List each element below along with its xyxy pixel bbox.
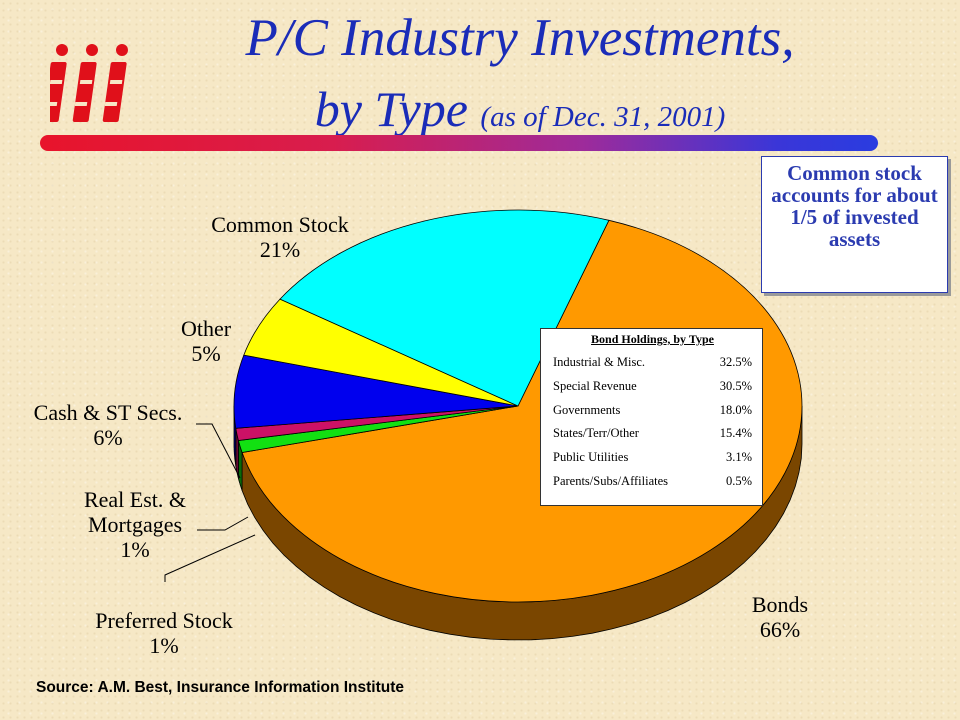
label-other-name: Other [180, 316, 232, 341]
label-bonds-name: Bonds [751, 592, 809, 617]
bond-row: Parents/Subs/Affiliates 0.5% [553, 474, 752, 498]
bond-row-value: 30.5% [719, 378, 752, 393]
leader-cash [196, 423, 241, 479]
label-real-estate-name2: Mortgages [87, 512, 183, 537]
label-preferred: Preferred Stock 1% [78, 608, 250, 658]
bond-row-label: Public Utilities [553, 450, 629, 465]
bond-holdings-title: Bond Holdings, by Type [591, 332, 714, 346]
bond-row-label: Industrial & Misc. [553, 355, 646, 369]
label-cash-pct: 6% [93, 425, 123, 450]
bond-row-label: States/Terr/Other [553, 426, 639, 441]
bond-row: Governments 18.0% [553, 403, 752, 427]
label-real-estate: Real Est. & Mortgages 1% [70, 487, 200, 562]
pie-tops [233, 209, 803, 603]
pie-slice-common-stock [279, 209, 610, 407]
label-other-pct: 5% [191, 341, 221, 366]
label-common-stock: Common Stock 21% [196, 212, 364, 262]
chart-title-date: (as of Dec. 31, 2001) [480, 101, 726, 133]
label-bonds-pct: 66% [759, 617, 801, 642]
label-bonds: Bonds 66% [730, 592, 830, 642]
label-preferred-name: Preferred Stock [95, 608, 233, 633]
bond-row-value: 18.0% [719, 402, 752, 417]
source-note: Source: A.M. Best, Insurance Information… [36, 679, 405, 696]
bond-row-value: 0.5% [725, 473, 752, 488]
bond-row-label: Governments [553, 402, 621, 417]
label-real-estate-pct: 1% [120, 537, 150, 562]
leader-lines [164, 423, 256, 582]
label-other: Other 5% [160, 316, 252, 366]
iii-logo [50, 44, 128, 122]
leader-preferred [164, 534, 256, 582]
label-preferred-pct: 1% [149, 633, 179, 658]
label-cash-name: Cash & ST Secs. [33, 400, 183, 425]
bond-row-value: 15.4% [719, 426, 752, 441]
bond-row-value: 3.1% [725, 450, 752, 465]
bond-row: Industrial & Misc. 32.5% [553, 355, 752, 379]
chart-title-main: by Type [314, 81, 468, 137]
chart-title-line2: by Type (as of Dec. 31, 2001) [0, 80, 960, 138]
bond-holdings-table: Bond Holdings, by Type Industrial & Misc… [540, 328, 763, 506]
bond-row-label: Parents/Subs/Affiliates [553, 473, 669, 488]
bond-row-label: Special Revenue [553, 378, 637, 393]
label-real-estate-name1: Real Est. & [83, 487, 187, 512]
common-stock-callout: Common stock accounts for about 1/5 of i… [761, 156, 948, 293]
title-divider-bar [40, 135, 878, 151]
pie-slice-bonds [241, 219, 803, 603]
bond-row: States/Terr/Other 15.4% [553, 426, 752, 450]
label-common-stock-name: Common Stock [211, 212, 349, 237]
chart-title-line1: P/C Industry Investments, [245, 9, 795, 67]
leader-real-estate [197, 516, 249, 531]
bond-row: Special Revenue 30.5% [553, 379, 752, 403]
label-cash: Cash & ST Secs. 6% [18, 400, 198, 450]
bond-row: Public Utilities 3.1% [553, 450, 752, 474]
label-common-stock-pct: 21% [259, 237, 301, 262]
bond-row-value: 32.5% [719, 355, 752, 369]
